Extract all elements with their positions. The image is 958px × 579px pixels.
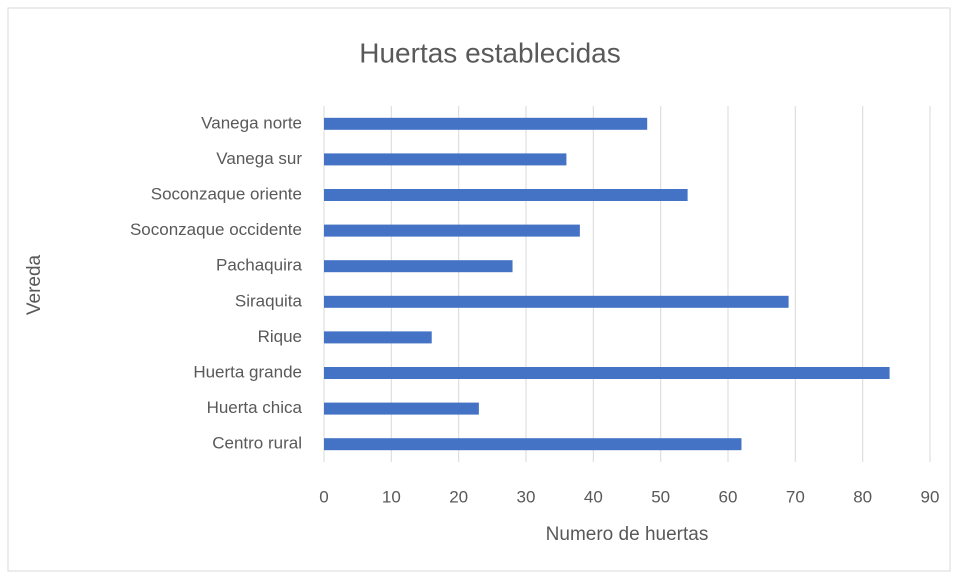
x-tick-label: 60 xyxy=(719,487,738,506)
x-tick-label: 70 xyxy=(786,487,805,506)
chart-frame xyxy=(7,7,951,572)
x-tick-label: 80 xyxy=(853,487,872,506)
y-tick-label: Huerta grande xyxy=(193,362,302,381)
y-tick-label: Pachaquira xyxy=(216,256,303,275)
y-tick-label: Vanega sur xyxy=(216,149,302,168)
y-tick-label: Rique xyxy=(258,327,302,346)
bar xyxy=(324,153,567,166)
x-axis-title: Numero de huertas xyxy=(546,524,709,545)
x-tick-label: 30 xyxy=(517,487,536,506)
x-tick-label: 10 xyxy=(382,487,401,506)
y-tick-label: Soconzaque occidente xyxy=(130,220,302,239)
bar xyxy=(324,260,513,273)
bar xyxy=(324,367,890,379)
y-tick-label: Soconzaque oriente xyxy=(151,184,302,203)
y-tick-label: Huerta chica xyxy=(207,398,303,417)
bar xyxy=(324,438,742,451)
bar xyxy=(324,331,432,344)
y-tick-label: Centro rural xyxy=(212,434,302,453)
chart-title: Huertas establecidas xyxy=(359,37,620,68)
y-tick-label: Vanega norte xyxy=(201,113,302,132)
x-tick-label: 0 xyxy=(319,487,328,506)
y-axis-title: Vereda xyxy=(24,254,45,315)
x-tick-label: 90 xyxy=(921,487,940,506)
bar xyxy=(324,189,688,201)
bar xyxy=(324,117,648,130)
bar xyxy=(324,295,789,308)
bar xyxy=(324,402,479,415)
x-tick-label: 20 xyxy=(449,487,468,506)
x-tick-label: 40 xyxy=(584,487,603,506)
bar xyxy=(324,224,580,237)
x-tick-label: 50 xyxy=(651,487,670,506)
y-tick-label: Siraquita xyxy=(235,291,303,310)
